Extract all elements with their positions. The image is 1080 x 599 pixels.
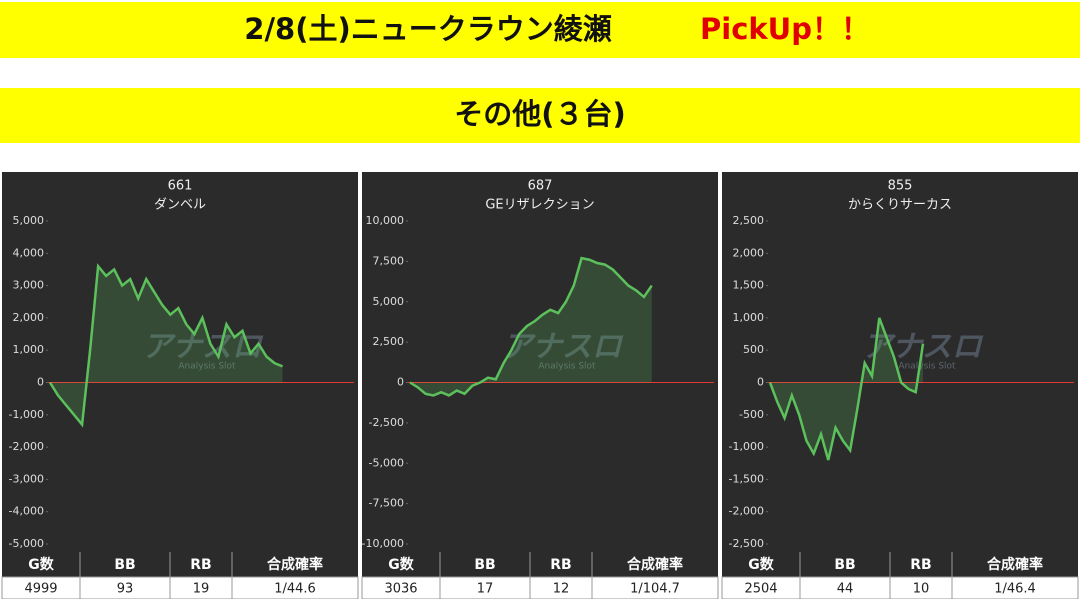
y-tick-label: 0 — [757, 376, 764, 389]
chart-subtitle: からくりサーカス — [848, 198, 952, 213]
y-tick-label: -7,500 — [369, 497, 404, 510]
stats-value: 19 — [193, 582, 210, 597]
stats-value: 44 — [837, 582, 854, 597]
line — [409, 256, 653, 397]
stats-header-row — [362, 552, 718, 577]
stats-value: 93 — [117, 582, 134, 597]
stats-column: G数 — [388, 556, 414, 573]
y-tick-label: -2,000 — [9, 440, 44, 453]
stats-value: 10 — [913, 582, 930, 597]
y-tick-label: -1,000 — [9, 408, 44, 421]
y-tick-label: -5,000 — [369, 456, 404, 469]
stats-column: BB — [114, 557, 135, 573]
y-tick-label: -1,000 — [729, 440, 764, 453]
stats-value: 1/46.4 — [994, 582, 1036, 597]
chart-title: 661 — [168, 179, 193, 194]
stats-value-row — [1, 576, 359, 599]
line — [48, 263, 284, 428]
stats-column: 合成確率 — [987, 556, 1043, 573]
y-tick-label: -2,500 — [729, 537, 764, 550]
stats-header-row — [2, 552, 358, 577]
stats-column: RB — [190, 557, 211, 573]
watermark-sub: Analysis Slot — [538, 362, 596, 372]
y-tick-label: 2,000 — [733, 246, 765, 259]
y-tick-label: 3,000 — [13, 279, 45, 292]
header-title: 2/8(土)ニュークラウン綾瀬 — [244, 12, 611, 46]
stats-column: G数 — [28, 556, 54, 573]
line — [768, 317, 925, 461]
chart-subtitle: GEリザレクション — [485, 198, 594, 213]
y-tick-label: 7,500 — [373, 254, 405, 267]
area — [50, 266, 283, 425]
chart-title: 855 — [888, 179, 913, 194]
area — [410, 258, 652, 396]
y-tick-label: -4,000 — [9, 505, 44, 518]
y-tick-label: -10,000 — [362, 537, 404, 550]
y-tick-label: -5,000 — [9, 537, 44, 550]
stats-value: 4999 — [24, 582, 57, 597]
stats-column: G数 — [748, 556, 774, 573]
stats-value: 3036 — [384, 582, 417, 597]
y-tick-label: -2,500 — [369, 416, 404, 429]
chart-title: 687 — [528, 179, 553, 194]
y-tick-label: -3,000 — [9, 472, 44, 485]
area — [770, 317, 923, 461]
header-highlight: PickUp！！ — [700, 12, 870, 46]
y-tick-label: -2,000 — [729, 505, 764, 518]
stats-value: 12 — [553, 582, 570, 597]
stats-value: 2504 — [744, 582, 777, 597]
chart-subtitle: ダンベル — [154, 198, 206, 213]
y-tick-label: -1,500 — [729, 472, 764, 485]
stats-column: 合成確率 — [627, 556, 683, 573]
stats-value-row — [721, 576, 1079, 599]
y-tick-label: 0 — [397, 376, 404, 389]
y-tick-label: 500 — [743, 343, 764, 356]
y-tick-label: -500 — [739, 408, 764, 421]
stats-value: 1/44.6 — [274, 582, 316, 597]
header-banner — [0, 2, 1080, 58]
y-tick-label: 5,000 — [13, 214, 45, 227]
chart-panel — [362, 172, 718, 552]
y-tick-label: 0 — [37, 376, 44, 389]
watermark-sub: Analysis Slot — [898, 362, 956, 372]
stats-column: 合成確率 — [267, 556, 323, 573]
y-tick-label: 1,000 — [13, 343, 45, 356]
stats-header-row — [722, 552, 1078, 577]
y-tick-label: 5,000 — [373, 295, 405, 308]
y-tick-label: 1,000 — [733, 311, 765, 324]
stats-column: BB — [474, 557, 495, 573]
y-tick-label: 2,000 — [13, 311, 45, 324]
y-tick-label: 2,500 — [373, 335, 405, 348]
stats-value: 17 — [477, 582, 494, 597]
y-tick-label: 2,500 — [733, 214, 765, 227]
stats-column: RB — [910, 557, 931, 573]
chart-panel — [722, 172, 1078, 552]
y-tick-label: 1,500 — [733, 279, 765, 292]
stats-value-row — [361, 576, 719, 599]
stats-column: BB — [834, 557, 855, 573]
watermark-logo: アナスロ — [502, 330, 623, 365]
stats-value: 1/104.7 — [630, 582, 680, 597]
y-tick-label: 4,000 — [13, 246, 45, 259]
section-title: その他(３台) — [454, 97, 626, 131]
chart-panel — [2, 172, 358, 552]
stats-column: RB — [550, 557, 571, 573]
y-tick-label: 10,000 — [366, 214, 405, 227]
section-banner — [0, 88, 1080, 143]
watermark-sub: Analysis Slot — [178, 362, 236, 372]
